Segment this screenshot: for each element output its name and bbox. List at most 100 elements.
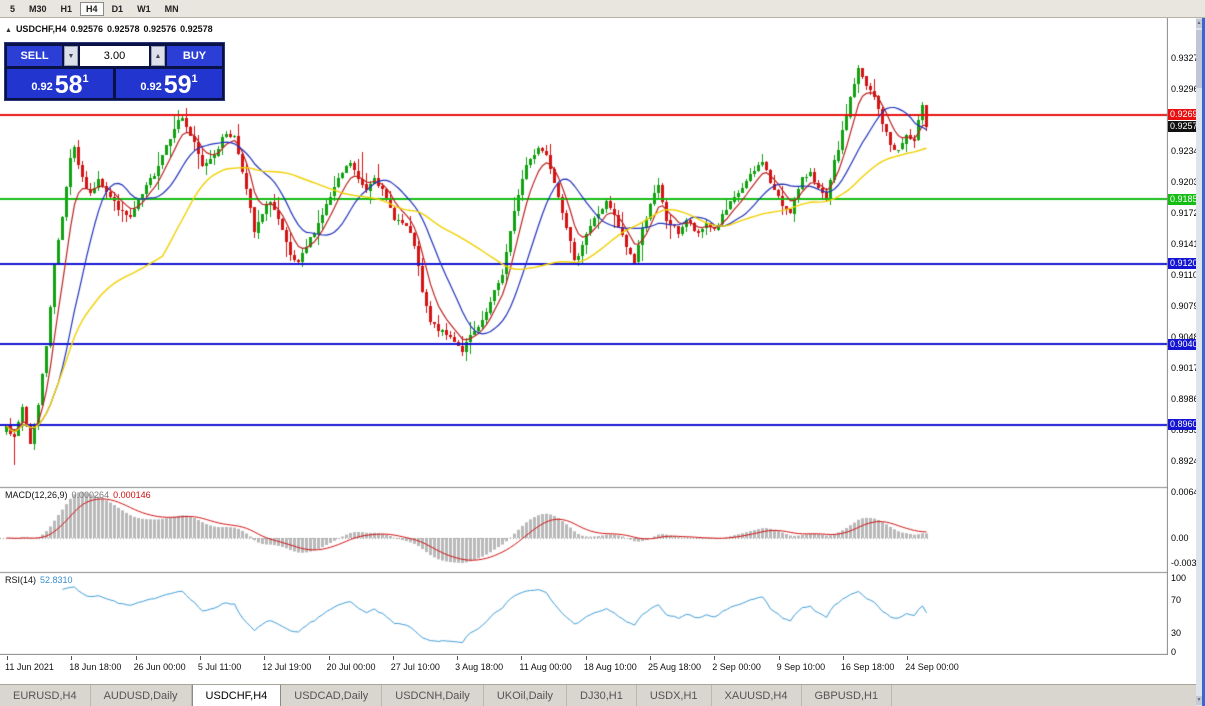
time-tick — [71, 656, 73, 660]
sell-price-big: 58 — [54, 71, 83, 99]
time-tick — [328, 656, 330, 660]
price-tick-label: 0.89550 — [1171, 425, 1204, 435]
buy-price-display[interactable]: 0.92 59 1 — [116, 69, 222, 98]
timeframe-button-5[interactable]: 5 — [10, 3, 16, 14]
macd-axis-label: -0.00350 — [1171, 558, 1205, 568]
price-tick-label: 0.90790 — [1171, 301, 1204, 311]
buy-price-pip: 1 — [191, 73, 198, 85]
time-tick — [650, 656, 651, 660]
rsi-title: RSI(14) — [5, 575, 37, 585]
tab-audusd-daily[interactable]: AUDUSD,Daily — [91, 685, 192, 706]
macd-title: MACD(12,26,9) — [5, 490, 68, 500]
scroll-thumb[interactable] — [1196, 30, 1202, 88]
rsi-value: 52.8310 — [40, 575, 73, 585]
volume-input[interactable]: 3.00 — [80, 46, 149, 66]
sell-price-pip: 1 — [82, 73, 89, 85]
price-tick-label: 0.91100 — [1171, 270, 1203, 280]
tab-xauusd-h4[interactable]: XAUUSD,H4 — [712, 685, 802, 706]
ohlc-close: 0.92578 — [180, 24, 213, 34]
price-tick-label: 0.92030 — [1171, 177, 1204, 187]
time-label: 3 Aug 18:00 — [455, 662, 504, 672]
time-tick — [778, 656, 780, 660]
time-tick — [264, 656, 266, 660]
chart-region: ▲ USDCHF,H4 0.92576 0.92578 0.92576 0.92578 S… — [0, 18, 1168, 655]
price-tick-label: 0.90170 — [1171, 363, 1204, 373]
price-tick-label: 0.90480 — [1171, 332, 1204, 342]
macd-main-value: 0.000264 — [71, 490, 110, 500]
volume-down-button[interactable]: ▼ — [64, 46, 78, 66]
time-label: 26 Jun 00:00 — [133, 662, 186, 672]
tab-dj30-h1[interactable]: DJ30,H1 — [567, 685, 637, 706]
one-click-trading-panel: SELL ▼ 3.00 ▲ BUY 0.92 58 1 0.92 59 1 — [4, 42, 225, 101]
tab-usdcnh-daily[interactable]: USDCNH,Daily — [382, 685, 484, 706]
time-label: 11 Aug 00:00 — [519, 662, 572, 672]
sell-price-prefix: 0.92 — [31, 81, 53, 93]
support-blue-tag-1[interactable]: 0.91208 — [1168, 258, 1203, 270]
macd-indicator-label: MACD(12,26,9) 0.000264 0.000146 — [5, 490, 155, 500]
tab-ukoil-daily[interactable]: UKOil,Daily — [484, 685, 568, 706]
time-tick — [842, 656, 844, 660]
price-tick-label: 0.89240 — [1171, 456, 1204, 466]
price-axis: 0.93270 0.92960 0.92340 0.92030 0.91720 0.914… — [1168, 18, 1205, 684]
tab-usdcad-daily[interactable]: USDCAD,Daily — [281, 685, 383, 706]
time-tick — [392, 656, 394, 660]
price-tick-label: 0.93270 — [1171, 53, 1204, 63]
resistance-line-tag[interactable]: 0.92699 — [1168, 109, 1203, 121]
collapse-panel-arrow-icon[interactable]: ▲ — [5, 27, 12, 34]
sell-price-display[interactable]: 0.92 58 1 — [7, 69, 113, 98]
timeframe-button-h4[interactable]: H4 — [80, 1, 104, 16]
time-label: 12 Jul 19:00 — [262, 662, 312, 672]
macd-axis-label: 0.00 — [1171, 533, 1189, 543]
rsi-axis-label: 100 — [1171, 573, 1187, 583]
sell-button[interactable]: SELL — [7, 46, 62, 66]
timeframe-toolbar: 5 M30 H1 H4 D1 W1 MN — [0, 0, 1205, 18]
support-blue-tag-3[interactable]: 0.89602 — [1168, 418, 1203, 430]
time-tick — [199, 656, 201, 660]
time-label: 27 Jul 10:00 — [390, 662, 440, 672]
timeframe-button-h1[interactable]: H1 — [60, 3, 73, 14]
rsi-axis-label: 30 — [1171, 628, 1182, 638]
price-tick-label: 0.92960 — [1171, 84, 1204, 94]
time-label: 11 Jun 2021 — [5, 662, 54, 672]
ohlc-low: 0.92576 — [143, 24, 177, 34]
timeframe-button-w1[interactable]: W1 — [137, 3, 151, 14]
price-chart-canvas[interactable] — [0, 18, 1168, 655]
time-tick — [7, 656, 8, 660]
tab-eurusd-h4[interactable]: EURUSD,H4 — [0, 685, 91, 706]
timeframe-button-mn[interactable]: MN — [164, 3, 179, 14]
macd-axis-label: 0.00645 — [1171, 487, 1204, 497]
volume-up-button[interactable]: ▲ — [151, 46, 165, 66]
time-label: 24 Sep 00:00 — [905, 662, 959, 672]
time-tick — [585, 656, 587, 660]
support-green-tag[interactable]: 0.91855 — [1168, 193, 1203, 205]
support-blue-tag-2[interactable]: 0.90405 — [1168, 338, 1203, 350]
chart-ohlc-line: ▲ USDCHF,H4 0.92576 0.92578 0.92576 0.92578 — [5, 24, 217, 34]
current-price-tag[interactable]: 0.92578 — [1168, 121, 1203, 133]
time-tick — [714, 656, 716, 660]
time-label: 25 Aug 18:00 — [648, 662, 702, 672]
buy-price-prefix: 0.92 — [140, 81, 162, 93]
timeframe-button-d1[interactable]: D1 — [111, 3, 124, 14]
scroll-down-icon[interactable]: ▼ — [1196, 696, 1202, 705]
tab-gbpusd-h1[interactable]: GBPUSD,H1 — [802, 685, 893, 706]
price-tick-label: 0.91410 — [1171, 239, 1204, 249]
time-tick — [907, 656, 909, 660]
tab-usdx-h1[interactable]: USDX,H1 — [637, 685, 712, 706]
vertical-scrollbar[interactable]: ▲ ▼ — [1196, 18, 1205, 706]
time-label: 16 Sep 18:00 — [840, 662, 895, 672]
time-tick — [521, 656, 523, 660]
rsi-indicator-label: RSI(14) 52.8310 — [5, 575, 77, 585]
time-label: 20 Jul 00:00 — [326, 662, 376, 672]
buy-button[interactable]: BUY — [167, 46, 222, 66]
scroll-up-icon[interactable]: ▲ — [1196, 19, 1202, 28]
ohlc-high: 0.92578 — [107, 24, 140, 34]
tab-usdchf-h4[interactable]: USDCHF,H4 — [191, 685, 282, 706]
price-tick-label: 0.89860 — [1171, 394, 1204, 404]
buy-price-big: 59 — [163, 71, 192, 99]
macd-signal-value: 0.000146 — [113, 490, 151, 500]
time-label: 9 Sep 10:00 — [776, 662, 826, 672]
rsi-axis-label: 70 — [1171, 595, 1182, 605]
chart-tabs-bar: EURUSD,H4 AUDUSD,Daily USDCHF,H4 USDCAD,Dai… — [0, 684, 1196, 706]
chart-symbol: USDCHF,H4 — [15, 24, 67, 34]
timeframe-button-m30[interactable]: M30 — [29, 3, 47, 14]
